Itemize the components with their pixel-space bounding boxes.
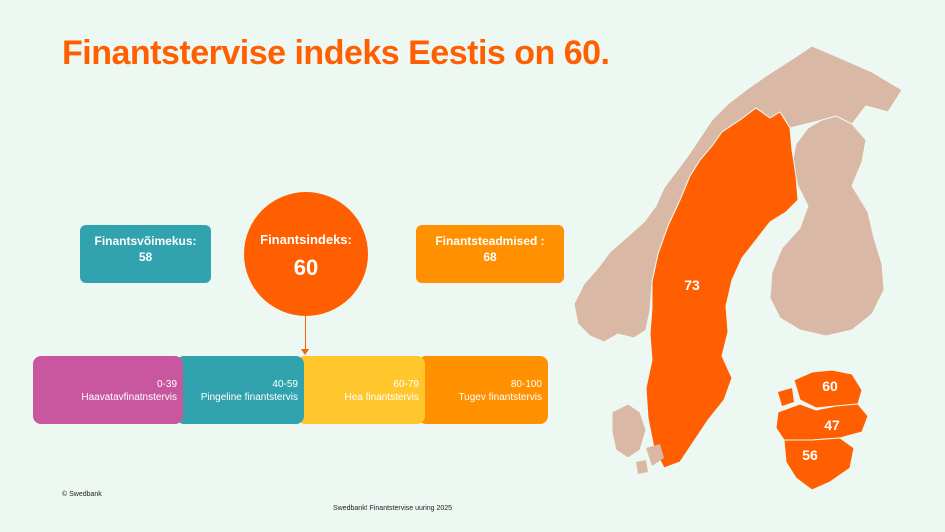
nordic-baltic-map: 73 60 47 56 <box>573 45 903 491</box>
denmark-island <box>646 444 664 466</box>
knowledge-label: Finantsteadmised : <box>435 234 545 248</box>
index-pointer-arrow-icon <box>301 349 309 355</box>
scale-segment-good: 60-79 Hea finantstervis <box>297 356 425 424</box>
sweden-value: 73 <box>684 277 700 293</box>
page-title: Finantstervise indeks Eestis on 60. <box>62 34 610 72</box>
latvia-region <box>775 403 869 441</box>
scale-range: 40-59 <box>272 379 298 390</box>
knowledge-value: 68 <box>483 250 497 264</box>
scale-range: 80-100 <box>510 379 542 390</box>
index-label: Finantsindeks: <box>260 232 352 247</box>
finland-region <box>769 115 885 337</box>
copyright-text: © Swedbank <box>62 491 102 498</box>
index-circle: Finantsindeks: 60 <box>244 192 368 316</box>
sweden-region <box>645 107 799 469</box>
index-pointer-line <box>305 316 306 352</box>
capability-box: Finantsvõimekus: 58 <box>80 225 211 283</box>
scale-segment-vulnerable: 0-39 Haavatavfinatnstervis <box>33 356 183 424</box>
scale-segment-strained: 40-59 Pingeline finantstervis <box>176 356 304 424</box>
index-value: 60 <box>293 255 319 280</box>
lithuania-value: 56 <box>802 447 818 463</box>
capability-value: 58 <box>138 250 153 264</box>
knowledge-box: Finantsteadmised : 68 <box>416 225 564 283</box>
scale-label: Haavatavfinatnstervis <box>81 392 177 403</box>
scale-segment-strong: 80-100 Tugev finantstervis <box>418 356 548 424</box>
scale-label: Pingeline finantstervis <box>200 392 298 403</box>
scale-label: Hea finantstervis <box>344 392 419 403</box>
estonia-island <box>778 388 794 406</box>
source-text: Swedbank! Finantstervise uuring 2025 <box>333 505 453 512</box>
capability-label: Finantsvõimekus: <box>94 234 197 248</box>
denmark-region <box>611 403 647 459</box>
estonia-value: 60 <box>822 378 838 394</box>
latvia-value: 47 <box>824 417 840 433</box>
lithuania-region <box>783 437 855 491</box>
scale-range: 0-39 <box>156 379 177 390</box>
scale-label: Tugev finantstervis <box>458 392 542 403</box>
denmark-island-small <box>636 460 648 474</box>
scale-range: 60-79 <box>393 379 419 390</box>
estonia-region <box>793 369 863 409</box>
